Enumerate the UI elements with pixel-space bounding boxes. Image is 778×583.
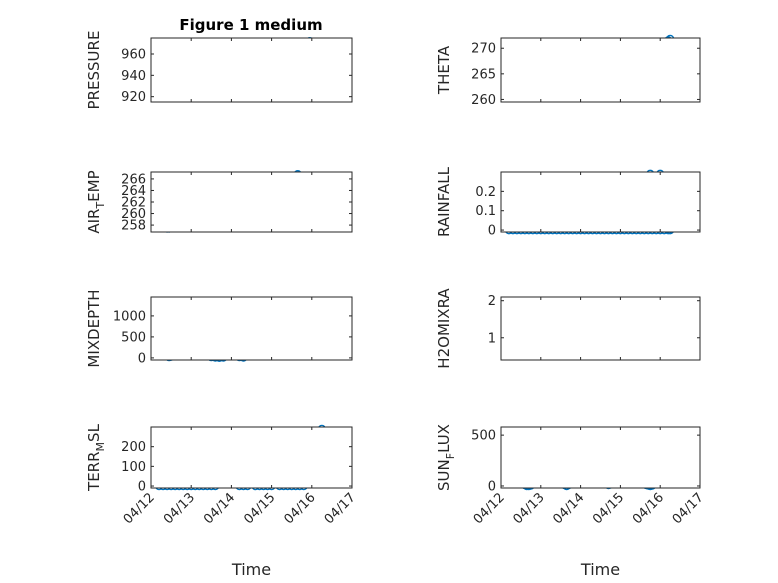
figure-title: Figure 1 medium <box>179 16 322 34</box>
y-tick-label: 270 <box>471 42 496 57</box>
x-tick-label: 04/13 <box>511 490 548 527</box>
y-tick-label: 100 <box>121 460 146 475</box>
y-axis-label-subscript: F <box>444 453 457 459</box>
x-tick-label: 04/12 <box>121 490 158 527</box>
y-tick-label: 266 <box>121 172 146 187</box>
y-tick-label: 0.1 <box>475 204 496 219</box>
axes-box <box>150 171 353 233</box>
y-axis-label: RAINFALL <box>435 166 453 237</box>
tick-marks <box>150 297 353 360</box>
tick-marks <box>150 427 353 488</box>
y-tick-label: 262 <box>121 196 146 211</box>
y-tick-label: 0 <box>488 479 496 494</box>
y-tick-label: 1000 <box>113 309 146 324</box>
y-axis-label-main: SUN <box>435 459 453 491</box>
subplot-mixdepth: 0 500 1000 MIXDEPTH <box>85 289 353 368</box>
y-axis-label: MIXDEPTH <box>85 289 103 367</box>
y-tick-label: 0 <box>138 351 146 366</box>
axes-box <box>150 296 353 361</box>
subplot-pressure: 920 940 960 PRESSURE <box>85 31 353 110</box>
x-axis-label: Time <box>580 560 620 579</box>
axes-box <box>150 37 353 103</box>
y-axis-label-main: THETA <box>435 45 453 95</box>
y-tick-label: 0.2 <box>475 185 496 200</box>
tick-marks <box>500 297 701 360</box>
x-tick-label: 04/17 <box>322 490 359 527</box>
tick-marks <box>500 427 701 488</box>
axes-box <box>500 171 701 233</box>
subplot-sun_flux: 0 500 04/12 04/13 04/14 04/15 04/16 04/17 SUNFLU… <box>435 424 707 579</box>
y-tick-label: 1 <box>488 331 496 346</box>
x-tick-label: 04/17 <box>670 490 707 527</box>
y-axis-label: SUNFLUX <box>435 424 457 491</box>
y-axis-label-suffix: LUX <box>435 424 453 453</box>
y-tick-label: 260 <box>471 93 496 108</box>
tick-marks <box>500 172 701 232</box>
y-tick-label: 200 <box>121 440 146 455</box>
y-axis-label-main: H2OMIXRA <box>435 288 453 369</box>
y-tick-label: 500 <box>471 429 496 444</box>
y-axis-label-main: TERR <box>85 451 103 492</box>
y-tick-label: 500 <box>121 330 146 345</box>
y-tick-label: 258 <box>121 219 146 234</box>
y-axis-label-suffix: SL <box>85 423 103 442</box>
x-tick-label: 04/16 <box>282 490 319 527</box>
tick-marks <box>500 38 701 102</box>
x-tick-label: 04/13 <box>161 490 198 527</box>
y-tick-label: 920 <box>121 90 146 105</box>
y-axis-label-subscript: M <box>94 442 107 452</box>
y-axis-label-main: RAINFALL <box>435 166 453 237</box>
tick-marks <box>150 172 353 232</box>
y-tick-label: 2 <box>488 294 496 309</box>
y-axis-label-main: PRESSURE <box>85 31 103 110</box>
x-tick-label: 04/15 <box>241 490 278 527</box>
x-tick-label: 04/15 <box>590 490 627 527</box>
y-tick-label: 264 <box>121 184 146 199</box>
x-tick-label: 04/16 <box>630 490 667 527</box>
y-tick-label: 0 <box>138 480 146 495</box>
y-axis-label: TERRMSL <box>85 423 107 492</box>
tick-marks <box>150 38 353 102</box>
subplot-h2omixra: 1 2 H2OMIXRA <box>435 288 701 369</box>
subplot-terr_msl: 0 100 200 04/12 04/13 04/14 04/15 04/16 04/17 TER… <box>85 423 359 579</box>
axes-box <box>500 426 701 489</box>
y-axis-label: THETA <box>435 45 453 95</box>
y-tick-label: 265 <box>471 67 496 82</box>
y-tick-label: 960 <box>121 48 146 63</box>
subplot-theta: 260 265 270 THETA <box>435 34 701 108</box>
y-axis-label-main: AIR <box>85 209 103 234</box>
y-tick-label: 260 <box>121 207 146 222</box>
axes-box <box>500 296 701 361</box>
y-axis-label-suffix: EMP <box>85 170 103 201</box>
y-axis-label: AIRTEMP <box>85 170 107 233</box>
y-axis-label: H2OMIXRA <box>435 288 453 369</box>
y-axis-label: PRESSURE <box>85 31 103 110</box>
x-tick-label: 04/12 <box>471 490 508 527</box>
y-axis-label-subscript: T <box>94 202 107 210</box>
subplot-rainfall: 0 0.1 0.2 RAINFALL <box>435 166 701 239</box>
x-axis-label: Time <box>231 560 271 579</box>
y-tick-label: 940 <box>121 69 146 84</box>
x-tick-label: 04/14 <box>550 490 587 527</box>
y-axis-label-main: MIXDEPTH <box>85 289 103 367</box>
axes-box <box>150 426 353 489</box>
x-tick-label: 04/14 <box>201 490 238 527</box>
y-tick-label: 0 <box>488 224 496 239</box>
axes-box <box>500 37 701 103</box>
